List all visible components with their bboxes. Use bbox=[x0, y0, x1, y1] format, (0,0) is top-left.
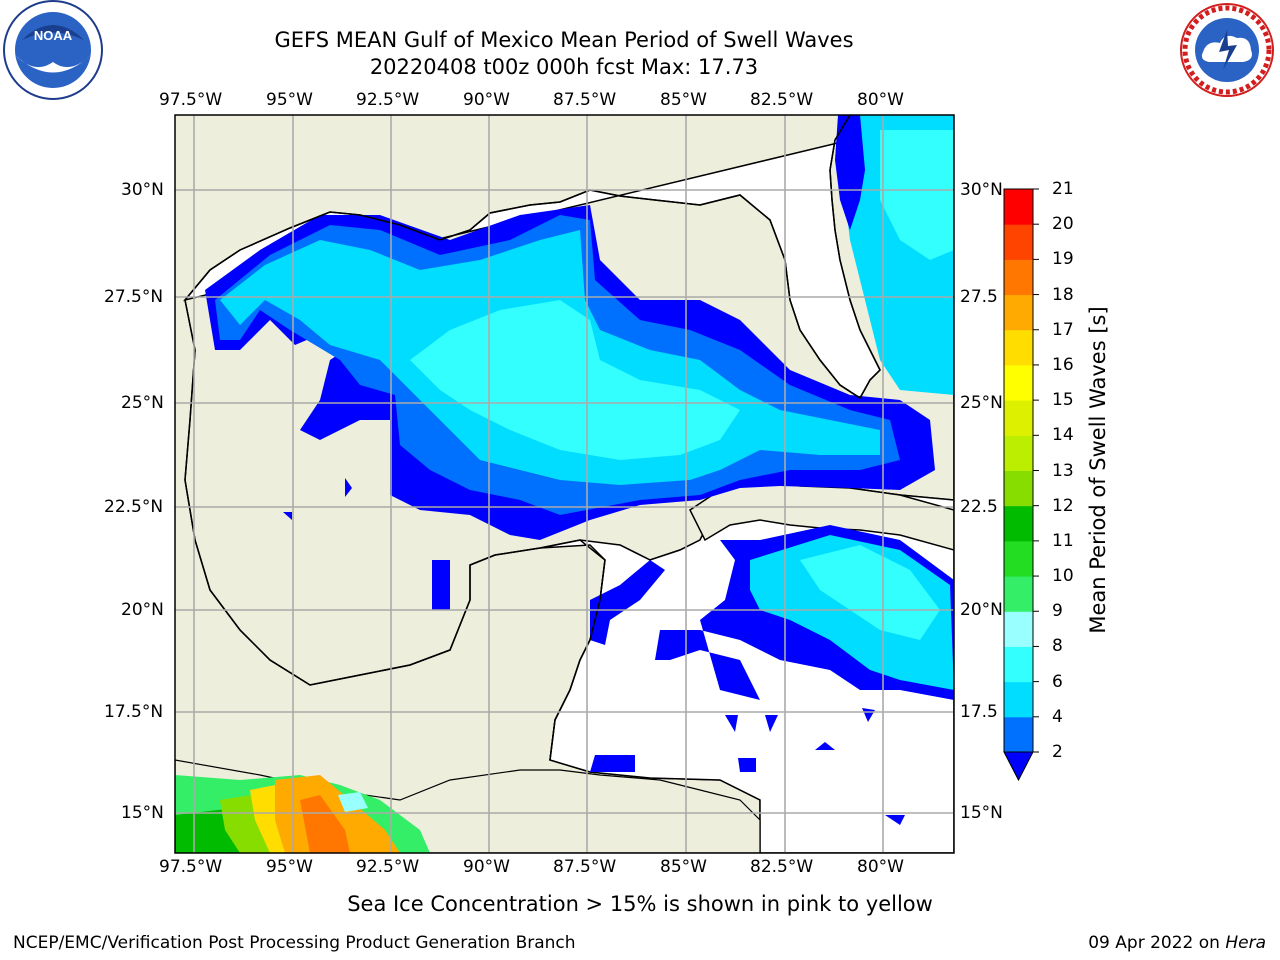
lon-label-top: 80°W bbox=[857, 90, 904, 110]
colorbar-segment bbox=[1004, 400, 1033, 436]
swell-period-fill bbox=[175, 115, 954, 853]
lon-label-top: 97.5°W bbox=[159, 90, 223, 110]
lat-label-right: 25°N bbox=[960, 393, 1003, 413]
graticule bbox=[175, 115, 954, 853]
lat-label-right: 22.5 bbox=[960, 497, 998, 517]
lon-label-top: 85°W bbox=[660, 90, 707, 110]
colorbar-tick-label: 13 bbox=[1052, 460, 1074, 481]
nws-logo bbox=[1180, 3, 1274, 97]
colorbar bbox=[1003, 188, 1039, 782]
lat-label-right: 30°N bbox=[960, 180, 1003, 200]
footer-credit: NCEP/EMC/Verification Post Processing Pr… bbox=[13, 933, 576, 953]
colorbar-segment bbox=[1004, 329, 1033, 366]
colorbar-tick-label: 10 bbox=[1052, 566, 1074, 587]
colorbar-segment bbox=[1004, 435, 1033, 471]
lat-label-right: 20°N bbox=[960, 600, 1003, 620]
map-subtitle: 20220408 t00z 000h fcst Max: 17.73 bbox=[369, 55, 759, 79]
lon-label-top: 92.5°W bbox=[356, 90, 420, 110]
lon-label-bottom: 80°W bbox=[857, 857, 904, 877]
lon-label-top: 90°W bbox=[463, 90, 510, 110]
lat-label-left: 15°N bbox=[121, 803, 164, 823]
noaa-logo-text: NOAA bbox=[34, 28, 73, 43]
lat-label-left: 17.5°N bbox=[104, 702, 164, 722]
colorbar-segment bbox=[1004, 259, 1033, 296]
colorbar-segment bbox=[1004, 611, 1033, 647]
footer-date: 09 Apr 2022 on Hera bbox=[1088, 933, 1266, 953]
lat-label-left: 22.5°N bbox=[104, 497, 164, 517]
lat-label-left: 25°N bbox=[121, 393, 164, 413]
colorbar-tick-label: 14 bbox=[1052, 425, 1074, 446]
footer-date-text: 09 Apr 2022 on bbox=[1088, 933, 1226, 953]
map-frame bbox=[174, 114, 955, 854]
colorbar-segment bbox=[1004, 505, 1033, 542]
colorbar-segment bbox=[1004, 576, 1033, 612]
colorbar-tick-label: 18 bbox=[1052, 284, 1074, 305]
colorbar-tick-label: 15 bbox=[1052, 390, 1074, 411]
lat-label-left: 30°N bbox=[121, 180, 164, 200]
colorbar-tick-label: 9 bbox=[1052, 601, 1063, 622]
colorbar-segment bbox=[1004, 470, 1033, 507]
colorbar-tick-label: 4 bbox=[1052, 706, 1063, 727]
lon-label-top: 95°W bbox=[266, 90, 313, 110]
colorbar-segment bbox=[1004, 189, 1033, 225]
lat-label-right: 27.5 bbox=[960, 287, 998, 307]
colorbar-tick-label: 17 bbox=[1052, 319, 1074, 340]
noaa-logo: NOAA bbox=[3, 0, 103, 100]
lon-label-top: 82.5°W bbox=[750, 90, 814, 110]
colorbar-extension bbox=[1003, 751, 1034, 782]
map-title: GEFS MEAN Gulf of Mexico Mean Period of … bbox=[274, 28, 854, 52]
colorbar-tick-label: 6 bbox=[1052, 671, 1063, 692]
colorbar-segment bbox=[1004, 364, 1033, 401]
colorbar-tick-label: 21 bbox=[1052, 179, 1074, 199]
colorbar-segment bbox=[1004, 294, 1033, 331]
sea-ice-notice: Sea Ice Concentration > 15% is shown in … bbox=[347, 892, 933, 916]
lon-label-bottom: 82.5°W bbox=[750, 857, 814, 877]
colorbar-segment bbox=[1004, 224, 1033, 260]
lon-label-top: 87.5°W bbox=[553, 90, 617, 110]
lon-label-bottom: 95°W bbox=[266, 857, 313, 877]
colorbar-segment bbox=[1004, 540, 1033, 577]
colorbar-label: Mean Period of Swell Waves [s] bbox=[1086, 306, 1110, 634]
lat-label-left: 27.5°N bbox=[104, 287, 164, 307]
colorbar-tick-label: 19 bbox=[1052, 249, 1074, 270]
lat-label-right: 15°N bbox=[960, 803, 1003, 823]
colorbar-segment bbox=[1004, 681, 1033, 718]
lon-label-bottom: 92.5°W bbox=[356, 857, 420, 877]
lat-label-left: 20°N bbox=[121, 600, 164, 620]
lat-label-right: 17.5 bbox=[960, 702, 998, 722]
footer-machine: Hera bbox=[1225, 933, 1266, 953]
colorbar-tick-label: 12 bbox=[1052, 495, 1074, 516]
lon-label-bottom: 90°W bbox=[463, 857, 510, 877]
colorbar-segment bbox=[1004, 646, 1033, 683]
colorbar-tick-label: 20 bbox=[1052, 214, 1074, 235]
colorbar-tick-label: 8 bbox=[1052, 636, 1063, 657]
colorbar-tick-label: 11 bbox=[1052, 530, 1074, 551]
lon-label-bottom: 87.5°W bbox=[553, 857, 617, 877]
lon-label-bottom: 97.5°W bbox=[159, 857, 223, 877]
colorbar-tick-label: 16 bbox=[1052, 354, 1074, 375]
colorbar-segment bbox=[1004, 716, 1033, 753]
lon-label-bottom: 85°W bbox=[660, 857, 707, 877]
colorbar-tick-label: 2 bbox=[1052, 742, 1063, 762]
